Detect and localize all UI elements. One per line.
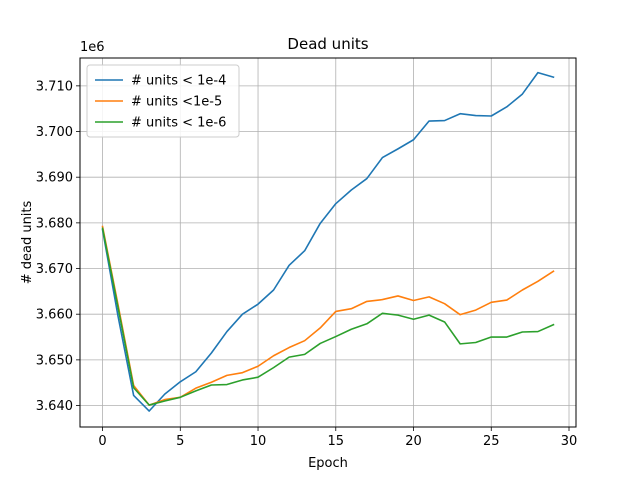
x-tick-label: 15	[328, 434, 345, 449]
legend-label: # units <1e-5	[131, 95, 222, 110]
y-tick-label: 3.700	[36, 125, 73, 140]
x-tick-label: 25	[483, 434, 500, 449]
series-lines	[101, 71, 555, 412]
x-tick-label: 5	[176, 434, 184, 449]
legend: # units < 1e-4 # units <1e-5 # units < 1e-…	[86, 64, 240, 138]
series-line-3	[101, 227, 555, 406]
y-tick-label: 3.680	[36, 216, 73, 231]
legend-label: # units < 1e-4	[131, 74, 226, 89]
y-tick-label: 3.660	[36, 308, 73, 323]
x-axis-label: Epoch	[308, 456, 348, 471]
y-tick-label: 3.710	[36, 79, 73, 94]
y-tick-label: 3.670	[36, 262, 73, 277]
y-axis-label: # dead units	[20, 200, 35, 284]
y-tick-label: 3.690	[36, 171, 73, 186]
x-tick-label: 10	[250, 434, 267, 449]
x-tick-label: 0	[98, 434, 106, 449]
series-line-1	[101, 71, 555, 412]
x-tick-label: 30	[561, 434, 578, 449]
legend-label: # units < 1e-6	[131, 116, 226, 131]
legend-box	[86, 64, 240, 138]
chart-title: Dead units	[287, 35, 368, 53]
y-tick-label: 3.640	[36, 399, 73, 414]
grid	[80, 58, 576, 427]
x-tick-label: 20	[405, 434, 422, 449]
y-axis-offset-label: 1e6	[80, 40, 105, 55]
plot-frame	[79, 57, 577, 428]
ticks: 0 5 10 15 20 25 30 3.640 3.650 3.660 3.670 3.680 3.6…	[36, 79, 577, 449]
y-tick-label: 3.650	[36, 353, 73, 368]
